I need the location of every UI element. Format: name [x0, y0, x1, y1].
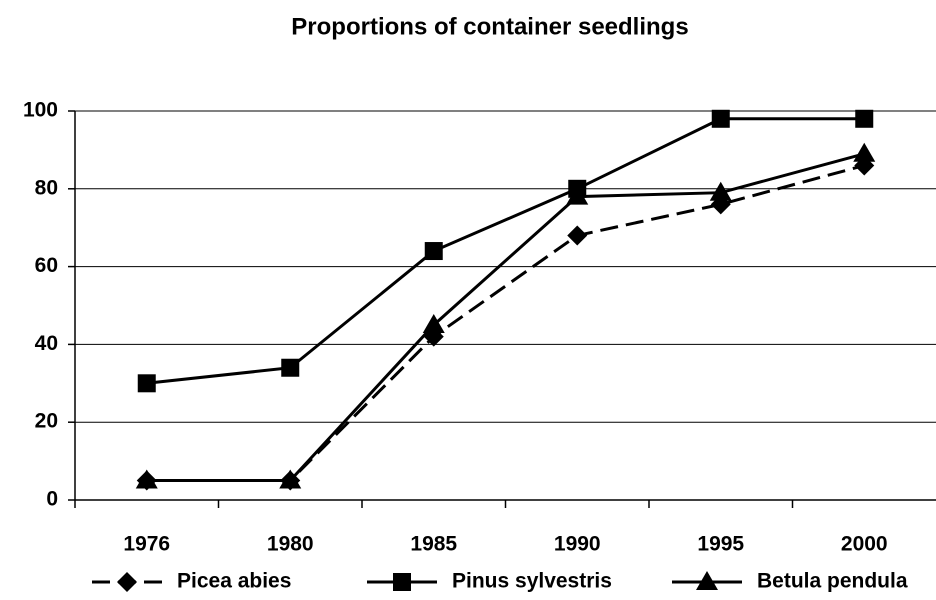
marker: [855, 109, 874, 128]
y-tick-label: 80: [35, 176, 58, 199]
legend-marker: [393, 573, 411, 591]
series-line: [146, 164, 865, 483]
marker: [135, 469, 158, 489]
marker: [709, 181, 732, 201]
marker: [566, 185, 589, 205]
marker: [279, 469, 302, 489]
y-tick-label: 40: [35, 332, 58, 355]
marker: [853, 142, 876, 162]
series-line: [146, 152, 865, 483]
legend-label: Betula pendula: [757, 570, 908, 593]
x-tick-label: 1990: [554, 533, 601, 556]
legend-marker: [117, 572, 137, 592]
legend-marker: [696, 571, 718, 590]
y-tick-label: 20: [35, 410, 58, 433]
x-tick-label: 1995: [697, 533, 744, 556]
chart-title: Proportions of container seedlings: [291, 13, 688, 40]
marker: [711, 109, 730, 128]
marker: [567, 225, 588, 246]
marker: [281, 358, 300, 377]
x-tick-label: 1976: [123, 533, 170, 556]
marker: [137, 374, 156, 393]
legend-label: Pinus sylvestris: [452, 570, 612, 593]
marker: [424, 242, 443, 261]
x-tick-label: 1980: [267, 533, 314, 556]
series-line: [146, 117, 865, 385]
y-tick-label: 0: [46, 488, 58, 511]
legend-label: Picea abies: [177, 570, 291, 593]
x-tick-label: 2000: [841, 533, 888, 556]
marker: [422, 313, 445, 333]
y-tick-label: 60: [35, 254, 58, 277]
y-tick-label: 100: [23, 99, 58, 122]
x-tick-label: 1985: [410, 533, 457, 556]
